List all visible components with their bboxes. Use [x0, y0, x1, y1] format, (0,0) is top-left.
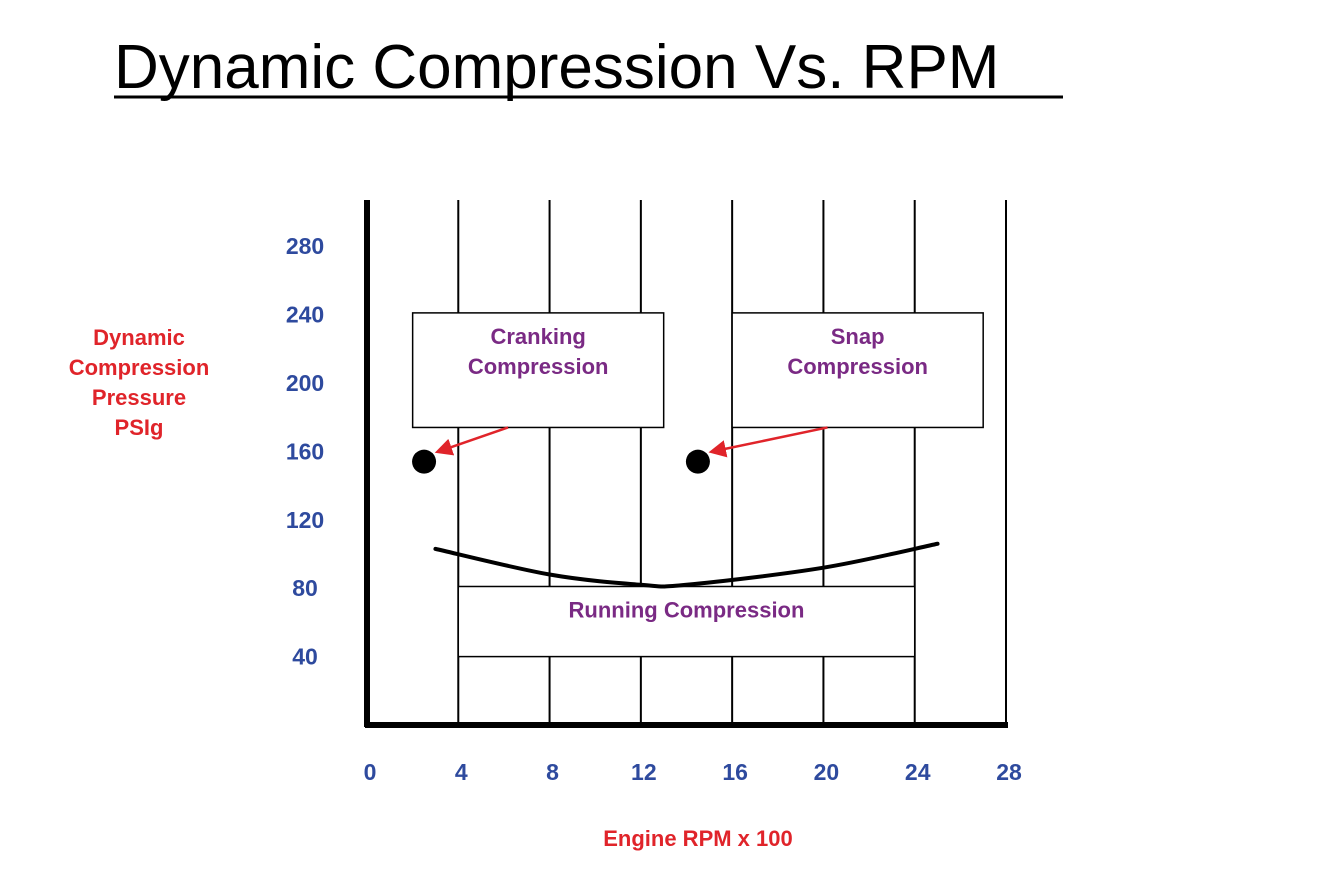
y-axis-label-line-1: Compression: [69, 355, 210, 380]
x-tick-label-28: 28: [996, 759, 1022, 785]
annotation-arrow-1: [708, 426, 828, 458]
y-tick-label-280: 280: [286, 233, 324, 259]
y-axis-label-text: Dynamic Compression Pressure PSIg: [69, 325, 210, 440]
x-tick-label-0: 0: [364, 759, 377, 785]
x-tick-labels: 0 4 8 12 16 20 24 28: [364, 759, 1022, 785]
y-axis-label: Dynamic Compression Pressure PSIg: [69, 325, 210, 440]
series-lines: [433, 541, 940, 589]
x-tick-label-4: 4: [455, 759, 468, 785]
annotation-label-0-line-1: Compression: [468, 354, 609, 379]
y-axis-label-line-2: Pressure: [92, 385, 186, 410]
chart-title: Dynamic Compression Vs. RPM: [114, 33, 999, 102]
x-tick-label-16: 16: [722, 759, 748, 785]
y-axis-label-line-3: PSIg: [115, 415, 164, 440]
annotation-box-1: [731, 312, 984, 429]
y-tick-label-160: 160: [286, 438, 324, 464]
axes: [364, 200, 1008, 728]
annotation-box-0: [411, 312, 665, 429]
x-tick-label-24: 24: [905, 759, 931, 785]
x-tick-label-8: 8: [546, 759, 559, 785]
annotation-label-1-line-0: Snap: [831, 324, 885, 349]
annotation-box-2: [457, 585, 916, 658]
annotation-label-1-line-1: Compression: [787, 354, 928, 379]
annotation-label-1: Snap Compression: [787, 324, 928, 379]
y-axis-label-line-0: Dynamic: [93, 325, 185, 350]
data-markers: [412, 449, 710, 474]
annotation-arrows: [434, 426, 828, 458]
x-tick-label-20: 20: [814, 759, 840, 785]
annotation-label-0: Cranking Compression: [468, 324, 609, 379]
y-tick-labels: 40 80 120 160 200 240 280: [286, 233, 324, 669]
data-marker-0: [412, 449, 437, 474]
annotation-label-0-line-0: Cranking: [490, 324, 585, 349]
annotation-label-2-line-0: Running Compression: [569, 597, 805, 622]
x-axis-label: Engine RPM x 100: [603, 826, 793, 851]
series-line-0: [433, 541, 940, 589]
x-tick-label-12: 12: [631, 759, 657, 785]
annotation-boxes: Cranking Compression Snap Compression Runnin…: [411, 312, 984, 658]
data-marker-1: [685, 449, 710, 474]
grid-lines: [457, 200, 1007, 725]
y-tick-label-40: 40: [292, 644, 318, 670]
y-tick-label-80: 80: [292, 575, 318, 601]
annotation-label-2: Running Compression: [569, 597, 805, 622]
y-tick-label-120: 120: [286, 507, 324, 533]
y-tick-label-200: 200: [286, 370, 324, 396]
annotation-arrow-0: [434, 426, 509, 456]
y-tick-label-240: 240: [286, 302, 324, 328]
